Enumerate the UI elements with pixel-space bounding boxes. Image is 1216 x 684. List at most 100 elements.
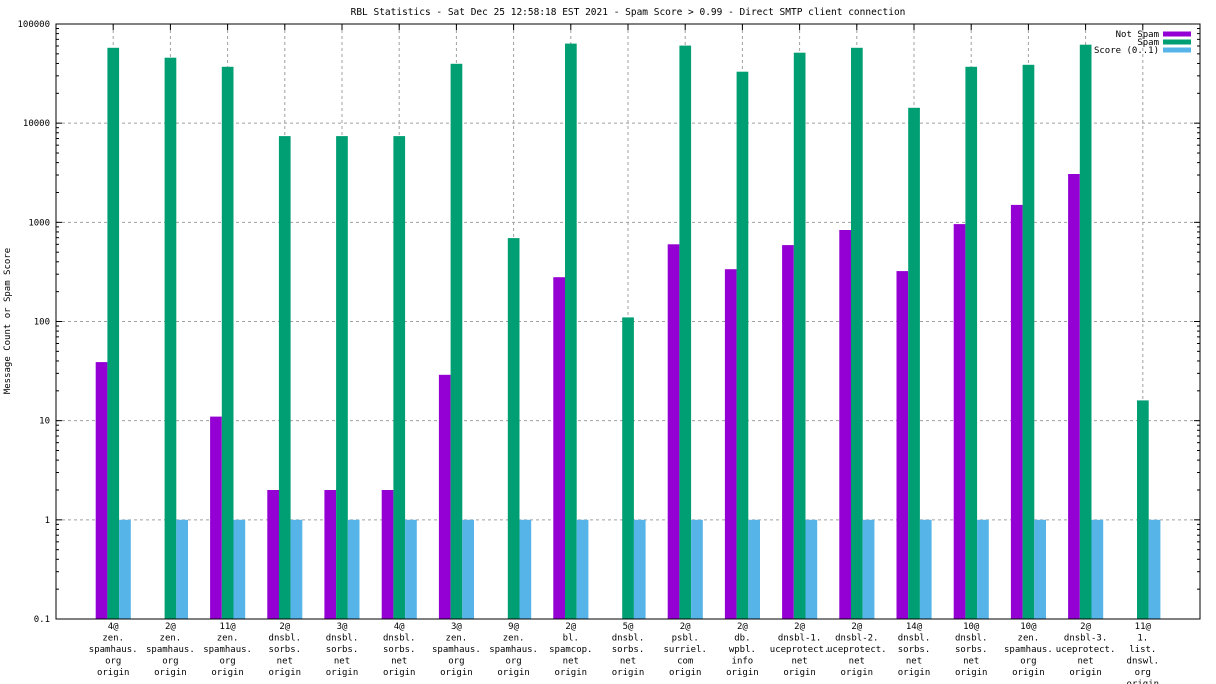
x-tick-label-line: zen. xyxy=(446,634,468,644)
x-tick-label: 5@ dnsbl. sorbs. net origin xyxy=(612,622,645,678)
bar-spam xyxy=(736,71,749,619)
x-tick-label: 14@ dnsbl. sorbs. net origin xyxy=(898,622,931,678)
x-tick-label-line: psbl. xyxy=(672,634,699,644)
bar-not-spam xyxy=(438,374,451,619)
bar-spam xyxy=(793,52,806,619)
bar-not-spam xyxy=(1010,204,1023,619)
bar-not-spam xyxy=(782,245,794,619)
x-tick-label-line: origin xyxy=(726,668,759,678)
x-tick-label-line: org xyxy=(1020,657,1036,667)
x-tick-label: 3@ dnsbl. sorbs. net origin xyxy=(326,622,359,678)
x-tick-label-line: spamhaus. xyxy=(146,645,195,655)
x-tick-label: 2@ bl. spamcop. net origin xyxy=(549,622,592,678)
x-tick-label-line: spamhaus. xyxy=(203,645,252,655)
legend-swatch xyxy=(1163,31,1191,37)
x-tick-label-line: origin xyxy=(154,668,187,678)
bar-spam xyxy=(450,63,463,620)
x-tick-label-line: sorbs. xyxy=(612,645,645,655)
x-tick-label-line: 1. xyxy=(1137,634,1148,644)
x-tick-label-line: origin xyxy=(669,668,702,678)
ticks-layer: 0.1 1 10 100 1000 10000 100000 xyxy=(17,20,1200,625)
bar-score-0-1 xyxy=(347,519,360,619)
x-tick-label-line: zen. xyxy=(160,634,182,644)
bar-not-spam xyxy=(553,277,565,619)
bar-score-0-1 xyxy=(290,519,303,619)
x-tick-label: 2@ dnsbl-2. uceprotect. net origin xyxy=(827,622,887,678)
x-tick-label-line: zen. xyxy=(102,634,124,644)
x-tick-label-line: 2@ xyxy=(851,622,862,632)
x-tick-label-line: spamcop. xyxy=(549,645,592,655)
x-tick-label-line: sorbs. xyxy=(269,645,302,655)
x-tick-label-line: 11@ xyxy=(219,622,236,632)
bar-score-0-1 xyxy=(119,519,131,619)
x-tick-label-line: 2@ xyxy=(680,622,691,632)
x-tick-label-line: dnsbl-2. xyxy=(835,634,878,644)
bar-not-spam xyxy=(210,416,222,619)
x-tick-label-line: org xyxy=(505,657,521,667)
bar-not-spam xyxy=(381,490,394,619)
x-tick-label-line: spamhaus. xyxy=(89,645,138,655)
x-tick-label-line: surriel. xyxy=(664,645,707,655)
x-tick-label-line: origin xyxy=(97,668,130,678)
bar-spam xyxy=(908,107,920,620)
x-tick-label-line: dnsbl. xyxy=(612,634,645,644)
x-tick-label-line: dnsbl. xyxy=(383,634,416,644)
bar-spam xyxy=(965,66,978,620)
x-tick-label-line: origin xyxy=(440,668,473,678)
x-tick-label-line: origin xyxy=(383,668,416,678)
x-tick-label-line: db. xyxy=(734,634,750,644)
bar-spam xyxy=(679,45,692,620)
x-tick-label-line: dnsbl-1. xyxy=(778,634,821,644)
y-tick-label: 0.1 xyxy=(34,615,50,625)
x-tick-label-line: list. xyxy=(1129,645,1156,655)
x-tick-label-line: origin xyxy=(612,668,645,678)
x-tick-label-line: 2@ xyxy=(737,622,748,632)
x-tick-label-line: dnsbl. xyxy=(898,634,931,644)
x-tick-label-line: net xyxy=(563,657,579,667)
x-tick-label-line: origin xyxy=(269,668,302,678)
x-tick-label-line: 11@ xyxy=(1135,622,1152,632)
x-tick-label: 10@ dnsbl. sorbs. net origin xyxy=(955,622,988,678)
bar-score-0-1 xyxy=(1034,519,1046,619)
x-tick-label-line: 9@ xyxy=(508,622,519,632)
x-tick-label-line: 2@ xyxy=(565,622,576,632)
x-tick-label-line: spamhaus. xyxy=(489,645,538,655)
bar-score-0-1 xyxy=(405,519,417,619)
x-tick-label-line: 2@ xyxy=(279,622,290,632)
x-tick-label-line: dnsbl. xyxy=(269,634,302,644)
x-tick-label-line: 10@ xyxy=(963,622,980,632)
x-tick-label-line: sorbs. xyxy=(326,645,359,655)
x-tick-label-line: origin xyxy=(783,668,816,678)
x-tick-label-line: net xyxy=(334,657,350,667)
x-tick-label-line: uceprotect. xyxy=(827,645,887,655)
bar-not-spam xyxy=(953,224,966,619)
x-tick-label-line: com xyxy=(677,657,693,667)
x-tick-label-line: uceprotect. xyxy=(770,645,830,655)
x-tick-label-line: sorbs. xyxy=(955,645,988,655)
x-tick-label-line: org xyxy=(105,657,121,667)
x-tick-label-line: dnsbl. xyxy=(326,634,359,644)
x-tick-label-line: 4@ xyxy=(394,622,405,632)
x-tick-label-line: origin xyxy=(1012,668,1045,678)
bar-score-0-1 xyxy=(519,519,532,619)
x-tick-label-line: net xyxy=(391,657,407,667)
bar-score-0-1 xyxy=(233,519,246,619)
x-tick-label-line: org xyxy=(448,657,464,667)
x-tick-label-line: 3@ xyxy=(337,622,348,632)
x-tick-label-line: 2@ xyxy=(1080,622,1091,632)
y-tick-label: 100 xyxy=(34,318,50,328)
bar-score-0-1 xyxy=(805,519,818,619)
y-axis-label: Message Count or Spam Score xyxy=(3,248,13,394)
bar-score-0-1 xyxy=(862,519,875,619)
x-tick-label-line: bl. xyxy=(563,634,579,644)
bar-spam xyxy=(622,317,634,619)
bar-not-spam xyxy=(267,490,279,619)
x-tick-label-line: 2@ xyxy=(165,622,176,632)
x-tick-label-line: origin xyxy=(555,668,588,678)
x-tick-label: 2@ dnsbl. sorbs. net origin xyxy=(269,622,302,678)
bar-not-spam xyxy=(1068,174,1080,619)
bar-spam xyxy=(1022,64,1035,620)
bar-score-0-1 xyxy=(462,519,474,619)
